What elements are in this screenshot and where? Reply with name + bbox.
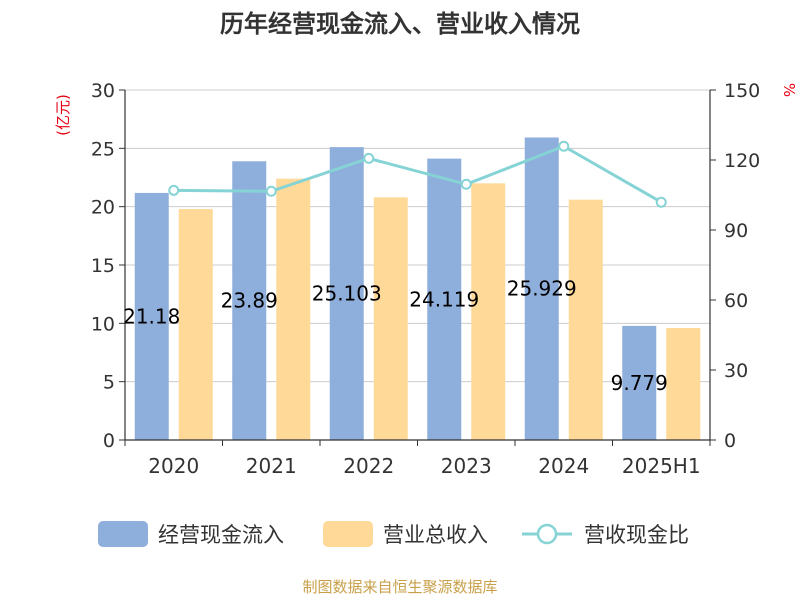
bar-revenue: [471, 183, 506, 441]
x-tick-label: 2021: [246, 454, 297, 478]
source-note: 制图数据来自恒生聚源数据库: [302, 578, 497, 596]
bar-data-label: 23.89: [221, 289, 278, 313]
left-tick-label: 5: [103, 372, 115, 394]
bar-revenue: [666, 328, 701, 440]
ratio-point: [558, 140, 570, 152]
left-tick-label: 15: [91, 255, 115, 277]
right-tick-label: 120: [724, 150, 760, 172]
grid-lines: [125, 89, 710, 383]
right-tick-label: 90: [724, 220, 748, 242]
axes: 0 5 10 15 20 25 30 0 30 60 90 120 150 2020 2021 2022 202…: [91, 80, 760, 478]
bars: [134, 137, 701, 441]
bar-cash-inflow: [329, 147, 364, 441]
bar-revenue: [568, 199, 603, 440]
bar-cash-inflow: [134, 192, 169, 440]
ratio-point: [363, 152, 375, 164]
right-tick-label: 60: [724, 290, 748, 312]
left-tick-label: 30: [91, 80, 115, 102]
legend: 经营现金流入 营业总收入 营收现金比: [98, 521, 689, 547]
bar-cash-inflow: [232, 161, 267, 441]
legend-ratio-label: 营收现金比: [584, 523, 689, 547]
bar-data-label: 9.779: [611, 371, 668, 395]
bar-data-label: 25.103: [312, 282, 382, 306]
x-tick-label: 2022: [343, 454, 394, 478]
legend-cash-inflow-label: 经营现金流入: [158, 523, 284, 547]
x-tick-label: 2023: [441, 454, 492, 478]
bar-revenue: [276, 178, 311, 440]
chart-title: 历年经营现金流入、营业收入情况: [220, 10, 580, 38]
right-tick-label: 150: [724, 80, 760, 102]
legend-revenue-label: 营业总收入: [383, 523, 488, 547]
bar-revenue: [178, 209, 213, 440]
x-tick-label: 2020: [148, 454, 199, 478]
bar-revenue: [373, 197, 408, 440]
right-tick-label: 0: [724, 430, 736, 452]
left-tick-label: 25: [91, 138, 115, 160]
ratio-point: [265, 185, 277, 197]
ratio-line-path: [173, 144, 662, 204]
legend-cash-inflow-swatch: [98, 521, 148, 547]
ratio-point: [460, 178, 472, 190]
ratio-line: [168, 140, 667, 208]
data-labels: 21.18 23.89 25.103 24.119 25.929 9.779: [123, 277, 668, 395]
bar-cash-inflow: [622, 325, 657, 440]
bar-data-label: 21.18: [123, 304, 180, 328]
x-tick-label: 2024: [538, 454, 589, 478]
left-tick-label: 20: [91, 197, 115, 219]
bar-data-label: 25.929: [507, 277, 577, 301]
left-axis-unit: (亿元): [54, 94, 72, 136]
right-axis-unit: %: [780, 83, 798, 97]
right-tick-label: 30: [724, 360, 748, 382]
bar-data-label: 24.119: [409, 287, 479, 311]
bar-cash-inflow: [524, 137, 559, 440]
left-tick-label: 10: [91, 313, 115, 335]
ratio-point: [168, 184, 180, 196]
ratio-point: [655, 196, 667, 208]
bar-cash-inflow: [427, 158, 462, 440]
legend-ratio-swatch-marker: [536, 523, 558, 545]
legend-revenue-swatch: [323, 521, 373, 547]
left-tick-label: 0: [103, 430, 115, 452]
x-tick-label: 2025H1: [622, 454, 701, 478]
